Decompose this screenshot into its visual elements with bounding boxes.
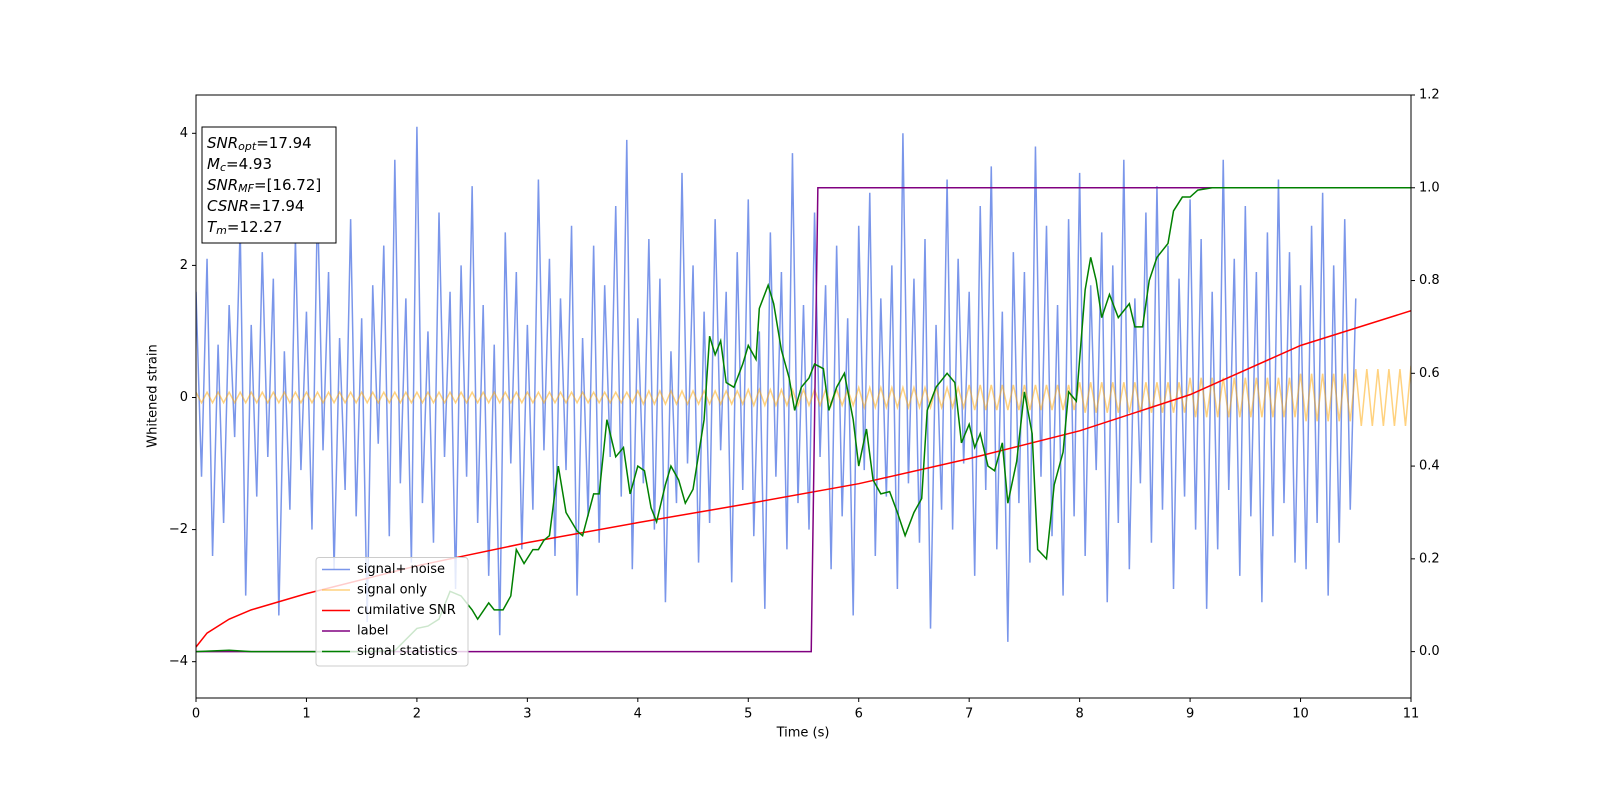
annotation-line: SNRopt=17.94 xyxy=(207,134,312,154)
x-tick-label: 2 xyxy=(413,707,421,722)
y-tick-label: 4 xyxy=(180,126,188,141)
annotation-symbol: M xyxy=(207,155,220,173)
x-tick-label: 0 xyxy=(192,707,200,722)
legend: signal+ noise signal only cumilative SNR la… xyxy=(315,557,469,667)
x-tick-label: 10 xyxy=(1292,707,1309,722)
annotation-text: =17.94 xyxy=(249,197,305,215)
series-line xyxy=(196,187,1411,653)
y2-tick-label: 0.6 xyxy=(1419,366,1440,381)
annotation-text: =4.93 xyxy=(226,155,272,173)
y2-tick-label: 1.0 xyxy=(1419,180,1440,195)
annotation-symbol: T xyxy=(207,218,218,236)
y2-tick-label: 0.8 xyxy=(1419,273,1440,288)
x-tick-label: 9 xyxy=(1186,707,1194,722)
annotation-line: SNRMF=[16.72] xyxy=(207,176,321,196)
y2-tick-label: 1.2 xyxy=(1419,88,1440,103)
legend-frame xyxy=(315,557,469,667)
series-line xyxy=(196,309,1411,648)
x-tick-label: 11 xyxy=(1403,707,1420,722)
y-tick-label: 0 xyxy=(180,390,188,405)
series-line xyxy=(196,365,1411,426)
x-tick-label: 5 xyxy=(744,707,752,722)
y-tick-label: −4 xyxy=(169,654,188,669)
y2-tick-label: 0.4 xyxy=(1419,459,1440,474)
annotation-text: =17.94 xyxy=(256,134,312,152)
annotation-symbol: CSNR xyxy=(207,197,249,215)
series-line xyxy=(196,187,1411,653)
legend-label: signal+ noise xyxy=(357,562,445,577)
annotation-line: CSNR=17.94 xyxy=(207,197,304,215)
legend-label: signal only xyxy=(357,583,427,598)
x-tick-label: 1 xyxy=(302,707,310,722)
legend-label: label xyxy=(357,624,388,639)
series-line xyxy=(196,126,1357,642)
y2-tick-label: 0.2 xyxy=(1419,551,1440,566)
x-tick-label: 4 xyxy=(634,707,642,722)
annotation-subscript: opt xyxy=(238,140,257,153)
annotation-line: Tm=12.27 xyxy=(207,218,282,238)
annotation-text: =[16.72] xyxy=(254,176,321,194)
annotation-symbol: SNR xyxy=(207,176,238,194)
legend-label: cumilative SNR xyxy=(357,603,456,618)
y-axis-label: Whitened strain xyxy=(146,344,161,447)
plot-frame xyxy=(195,94,1412,699)
x-tick-label: 7 xyxy=(965,707,973,722)
annotation-subscript: m xyxy=(216,224,227,237)
y-tick-label: −2 xyxy=(169,522,188,537)
legend-label: signal statistics xyxy=(357,644,458,659)
y2-tick-label: 0.0 xyxy=(1419,644,1440,659)
annotation-frame xyxy=(201,126,337,244)
x-tick-label: 3 xyxy=(523,707,531,722)
x-axis-label: Time (s) xyxy=(776,726,830,741)
x-tick-label: 6 xyxy=(855,707,863,722)
annotation-symbol: SNR xyxy=(207,134,238,152)
annotation-text: =12.27 xyxy=(227,218,283,236)
y-tick-label: 2 xyxy=(180,258,188,273)
annotation-subscript: MF xyxy=(238,182,254,195)
annotation-box: SNRopt=17.94Mc=4.93SNRMF=[16.72]CSNR=17.… xyxy=(201,126,337,244)
annotation-subscript: c xyxy=(220,161,226,174)
annotation-line: Mc=4.93 xyxy=(207,155,272,175)
x-tick-label: 8 xyxy=(1075,707,1083,722)
